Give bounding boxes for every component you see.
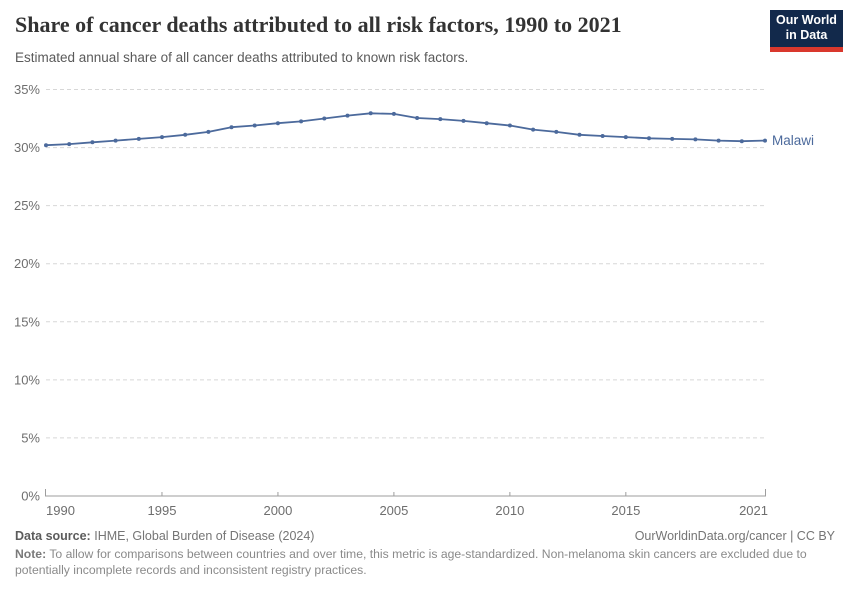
data-point[interactable]	[252, 123, 257, 128]
data-point[interactable]	[183, 132, 188, 137]
owid-logo-line1: Our World	[776, 13, 837, 27]
data-point[interactable]	[415, 116, 420, 120]
data-point[interactable]	[113, 138, 118, 143]
data-source: Data source: IHME, Global Burden of Dise…	[15, 529, 314, 543]
data-point[interactable]	[600, 134, 605, 138]
data-point[interactable]	[229, 125, 234, 130]
series-end-label[interactable]: Malawi	[772, 133, 814, 148]
data-point[interactable]	[368, 111, 373, 116]
y-axis-tick-label: 20%	[14, 256, 40, 271]
data-point[interactable]	[461, 118, 466, 123]
chart-note: Note: To allow for comparisons between c…	[15, 547, 820, 579]
owid-logo-line2: in Data	[785, 28, 828, 42]
data-point[interactable]	[90, 140, 95, 145]
data-point[interactable]	[136, 136, 141, 141]
data-point[interactable]	[160, 135, 164, 140]
data-point[interactable]	[577, 132, 582, 137]
note-label: Note:	[15, 547, 47, 561]
y-axis-tick-label: 25%	[14, 198, 40, 213]
x-axis-tick-label: 2010	[495, 503, 524, 518]
data-point[interactable]	[716, 138, 721, 143]
x-axis-tick-label: 2005	[379, 503, 408, 518]
owid-logo[interactable]: Our World in Data	[770, 10, 843, 52]
data-point[interactable]	[322, 116, 327, 121]
data-point[interactable]	[647, 136, 651, 141]
data-point[interactable]	[299, 119, 304, 124]
data-point[interactable]	[531, 127, 536, 132]
data-point[interactable]	[206, 129, 211, 134]
y-axis-tick-label: 0%	[21, 489, 40, 504]
series-line-malawi[interactable]	[45, 112, 766, 147]
data-point[interactable]	[438, 117, 443, 122]
data-source-label: Data source:	[15, 529, 91, 543]
data-point[interactable]	[623, 135, 628, 140]
owid-logo-text: Our World in Data	[770, 10, 843, 47]
data-point[interactable]	[693, 137, 698, 142]
data-point[interactable]	[345, 113, 350, 118]
x-axis-tick-label: 1990	[46, 503, 75, 518]
y-axis-tick-label: 10%	[14, 372, 40, 387]
data-point[interactable]	[484, 121, 489, 126]
chart-footer: Data source: IHME, Global Burden of Dise…	[15, 529, 835, 579]
data-point[interactable]	[67, 142, 72, 147]
data-point[interactable]	[739, 139, 744, 144]
page-title: Share of cancer deaths attributed to all…	[15, 12, 622, 37]
y-axis-tick-label: 30%	[14, 140, 40, 155]
note-text: To allow for comparisons between countri…	[15, 547, 807, 577]
data-source-value: IHME, Global Burden of Disease (2024)	[94, 529, 315, 543]
y-axis-tick-label: 15%	[14, 314, 40, 329]
x-axis-tick-label: 2000	[263, 503, 292, 518]
data-point[interactable]	[507, 123, 512, 128]
data-point[interactable]	[763, 138, 767, 143]
x-axis-tick-label: 2015	[611, 503, 640, 518]
chart-subtitle: Estimated annual share of all cancer dea…	[15, 50, 469, 65]
data-point[interactable]	[670, 136, 675, 141]
y-axis-tick-label: 5%	[21, 430, 40, 445]
data-point[interactable]	[554, 129, 559, 134]
owid-logo-red-bar	[770, 47, 843, 52]
data-point[interactable]	[44, 143, 48, 148]
data-point[interactable]	[275, 121, 280, 126]
x-axis-tick-label: 2021	[739, 503, 768, 518]
y-axis-tick-label: 35%	[14, 82, 40, 97]
attribution-link[interactable]: OurWorldinData.org/cancer | CC BY	[634, 529, 835, 543]
data-point[interactable]	[391, 111, 396, 116]
x-axis-tick-label: 1995	[148, 503, 177, 518]
